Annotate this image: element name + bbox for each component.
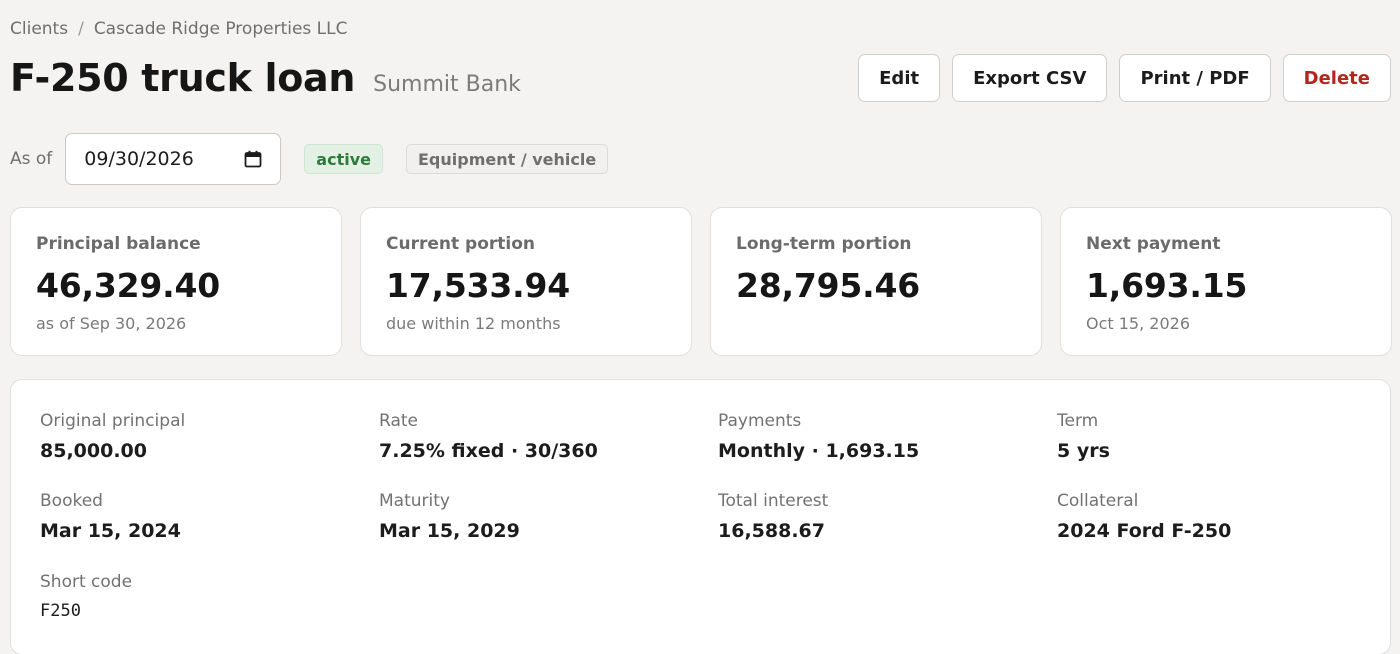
field-label: Maturity: [379, 491, 450, 511]
field-label: Total interest: [718, 491, 829, 511]
card-value: 28,795.46: [736, 266, 921, 305]
edit-button[interactable]: Edit: [858, 54, 941, 102]
field-value: 16,588.67: [718, 520, 825, 542]
export-csv-button[interactable]: Export CSV: [952, 54, 1108, 102]
payments-field: Payments Monthly · 1,693.15: [718, 411, 919, 462]
field-value: 2024 Ford F-250: [1057, 520, 1232, 542]
field-value: 5 yrs: [1057, 440, 1110, 462]
collateral-field: Collateral 2024 Ford F-250: [1057, 491, 1231, 542]
calendar-icon[interactable]: [244, 150, 262, 168]
term-field: Term 5 yrs: [1057, 411, 1110, 462]
card-label: Long-term portion: [736, 234, 912, 254]
field-label: Booked: [40, 491, 103, 511]
rate-field: Rate 7.25% fixed · 30/360: [379, 411, 598, 462]
card-subtext: Oct 15, 2026: [1086, 314, 1190, 333]
field-label: Original principal: [40, 411, 186, 431]
field-label: Short code: [40, 572, 133, 592]
loan-details-panel: Original principal 85,000.00 Rate 7.25% …: [10, 379, 1391, 654]
breadcrumb-separator: /: [78, 19, 84, 39]
delete-button[interactable]: Delete: [1282, 54, 1391, 102]
original-principal-field: Original principal 85,000.00: [40, 411, 185, 462]
field-label: Rate: [379, 411, 418, 431]
category-badge: Equipment / vehicle: [405, 144, 609, 174]
field-value: Mar 15, 2024: [40, 520, 181, 542]
current-portion-card: Current portion 17,533.94 due within 12 …: [360, 207, 692, 356]
as-of-date-value: 09/30/2026: [84, 148, 194, 170]
field-value: 85,000.00: [40, 440, 147, 462]
title-row: F-250 truck loan Summit Bank: [10, 56, 521, 100]
breadcrumb-clients-link[interactable]: Clients: [10, 19, 69, 39]
field-value: F250: [40, 601, 81, 621]
field-label: Payments: [718, 411, 802, 431]
card-subtext: due within 12 months: [386, 314, 561, 333]
card-value: 17,533.94: [386, 266, 571, 305]
card-value: 1,693.15: [1086, 266, 1248, 305]
short-code-field: Short code F250: [40, 572, 132, 621]
breadcrumb: Clients / Cascade Ridge Properties LLC: [10, 19, 347, 39]
long-term-portion-card: Long-term portion 28,795.46: [710, 207, 1042, 356]
page-title: F-250 truck loan: [10, 56, 356, 100]
as-of-label: As of: [10, 149, 53, 169]
print-pdf-button[interactable]: Print / PDF: [1119, 54, 1271, 102]
booked-field: Booked Mar 15, 2024: [40, 491, 181, 542]
field-value: Mar 15, 2029: [379, 520, 520, 542]
as-of-row: As of 09/30/2026 active Equipment / vehi…: [10, 133, 609, 185]
card-label: Current portion: [386, 234, 535, 254]
status-badge: active: [304, 144, 383, 174]
breadcrumb-client-link[interactable]: Cascade Ridge Properties LLC: [93, 19, 348, 39]
field-label: Collateral: [1057, 491, 1139, 511]
total-interest-field: Total interest 16,588.67: [718, 491, 828, 542]
card-subtext: as of Sep 30, 2026: [36, 314, 187, 333]
lender-name: Summit Bank: [373, 72, 521, 97]
card-label: Principal balance: [36, 234, 201, 254]
card-value: 46,329.40: [36, 266, 221, 305]
summary-cards: Principal balance 46,329.40 as of Sep 30…: [10, 207, 1392, 356]
maturity-field: Maturity Mar 15, 2029: [379, 491, 520, 542]
action-toolbar: Edit Export CSV Print / PDF Delete: [858, 54, 1391, 102]
field-value: Monthly · 1,693.15: [718, 440, 920, 462]
field-value: 7.25% fixed · 30/360: [379, 440, 598, 462]
card-label: Next payment: [1086, 234, 1221, 254]
principal-balance-card: Principal balance 46,329.40 as of Sep 30…: [10, 207, 342, 356]
field-label: Term: [1057, 411, 1099, 431]
as-of-date-input[interactable]: 09/30/2026: [65, 133, 282, 185]
next-payment-card: Next payment 1,693.15 Oct 15, 2026: [1060, 207, 1392, 356]
